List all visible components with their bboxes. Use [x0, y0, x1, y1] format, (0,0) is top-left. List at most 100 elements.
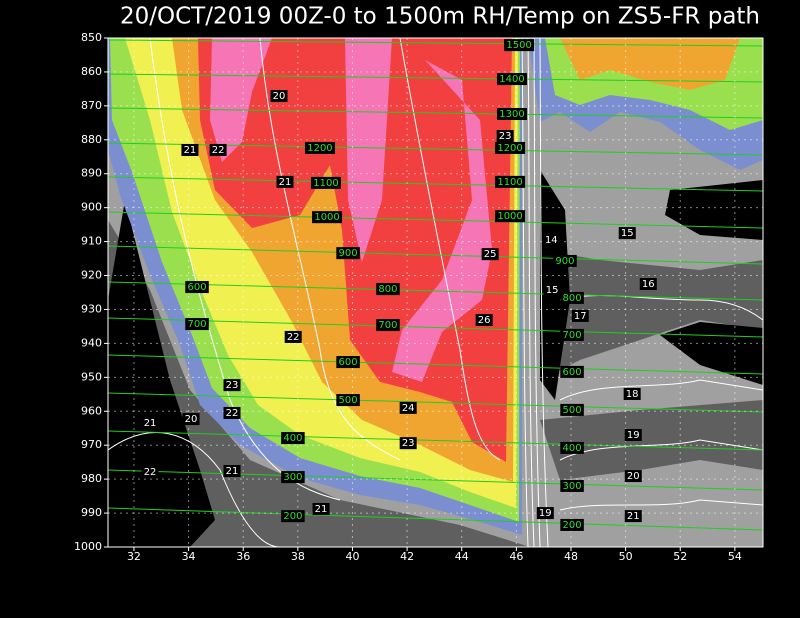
height-label-box [496, 73, 527, 86]
y-tick-label: 900 [81, 201, 102, 214]
y-tick-label: 940 [81, 336, 102, 349]
temp-label: 14 [545, 235, 558, 246]
rh-fill [540, 250, 763, 380]
temp-label-box [223, 406, 241, 419]
y-tick-label: 880 [81, 133, 102, 146]
temp-label-box [312, 502, 330, 515]
height-label: 400 [563, 443, 582, 454]
y-tick-label: 890 [81, 167, 102, 180]
height-label: 1200 [307, 143, 332, 154]
rh-fill [108, 200, 215, 547]
temp-label: 21 [315, 504, 328, 515]
y-tick-label: 930 [81, 302, 102, 315]
temp-label-box [571, 309, 589, 322]
height-label: 600 [339, 357, 358, 368]
height-label: 1400 [499, 74, 524, 85]
height-label: 1100 [313, 178, 338, 189]
temp-label-box [182, 413, 200, 426]
y-tick-label: 970 [81, 438, 102, 451]
x-tick-label: 36 [236, 550, 250, 563]
rh-fill [560, 38, 740, 90]
temp-label: 22 [287, 332, 300, 343]
height-label-box [185, 318, 209, 331]
temp-label: 22 [144, 467, 157, 478]
x-tick-label: 40 [345, 550, 359, 563]
temp-label-box [543, 284, 561, 297]
height-label: 1000 [314, 212, 339, 223]
temp-label: 15 [621, 228, 634, 239]
height-label: 900 [555, 256, 574, 267]
x-tick-label: 44 [455, 550, 469, 563]
temp-label-box [623, 387, 641, 400]
y-tick-label: 860 [81, 65, 102, 78]
temp-label: 24 [402, 403, 415, 414]
height-label-box [560, 518, 584, 531]
temp-label: 20 [627, 471, 640, 482]
temp-label-box [209, 143, 227, 156]
temp-label: 23 [499, 131, 512, 142]
temp-label: 22 [212, 145, 225, 156]
rh-fill [345, 38, 392, 262]
height-label-box [376, 319, 400, 332]
height-label-box [504, 39, 535, 52]
height-label-box [336, 394, 360, 407]
y-tick-label: 980 [81, 472, 102, 485]
temp-label-box [481, 248, 499, 261]
height-label-box [560, 403, 584, 416]
y-tick-label: 920 [81, 269, 102, 282]
x-tick-label: 32 [127, 550, 141, 563]
temp-label: 21 [144, 418, 157, 429]
height-label-box [281, 471, 305, 484]
y-tick-label: 990 [81, 506, 102, 519]
temp-label: 23 [402, 438, 415, 449]
height-label-box [560, 441, 584, 454]
y-tick-label: 1000 [74, 540, 102, 553]
temp-label: 25 [484, 249, 497, 260]
height-label: 400 [283, 433, 302, 444]
temp-label-box [639, 278, 657, 291]
height-label: 800 [378, 284, 397, 295]
height-label-box [560, 291, 584, 304]
temp-label: 23 [226, 380, 239, 391]
height-label: 700 [563, 330, 582, 341]
x-tick-label: 50 [619, 550, 633, 563]
height-label-box [336, 247, 360, 260]
x-tick-label: 52 [673, 550, 687, 563]
height-label-box [496, 108, 527, 121]
height-label: 700 [187, 319, 206, 330]
height-label: 300 [563, 481, 582, 492]
y-tick-label: 910 [81, 235, 102, 248]
rh-field [108, 38, 763, 547]
temp-label-box [399, 401, 417, 414]
x-tick-label: 54 [728, 550, 742, 563]
height-label: 1000 [497, 211, 522, 222]
height-label: 200 [563, 520, 582, 531]
temp-label-box [624, 510, 642, 523]
height-label-box [495, 210, 526, 223]
height-label: 900 [339, 248, 358, 259]
temp-label-box [181, 143, 199, 156]
height-label-box [281, 432, 305, 445]
temp-label-box [284, 330, 302, 343]
height-label-box [495, 175, 526, 188]
temp-label: 26 [478, 315, 491, 326]
temp-label: 21 [279, 177, 292, 188]
temp-label: 16 [642, 279, 655, 290]
temp-label-box [618, 227, 636, 240]
height-label-box [560, 328, 584, 341]
y-tick-label: 870 [81, 99, 102, 112]
temp-label-box [141, 466, 159, 479]
temp-label-box [399, 437, 417, 450]
chart-title: 20/OCT/2019 00Z-0 to 1500m RH/Temp on ZS… [120, 4, 760, 30]
y-tick-label: 960 [81, 404, 102, 417]
temp-label: 17 [574, 311, 587, 322]
height-label-box [560, 365, 584, 378]
height-label: 1300 [499, 109, 524, 120]
temp-label: 22 [226, 408, 239, 419]
height-label-box [560, 479, 584, 492]
temp-label-box [496, 130, 514, 143]
x-tick-label: 48 [564, 550, 578, 563]
x-tick-label: 34 [182, 550, 196, 563]
temp-label: 19 [627, 430, 640, 441]
